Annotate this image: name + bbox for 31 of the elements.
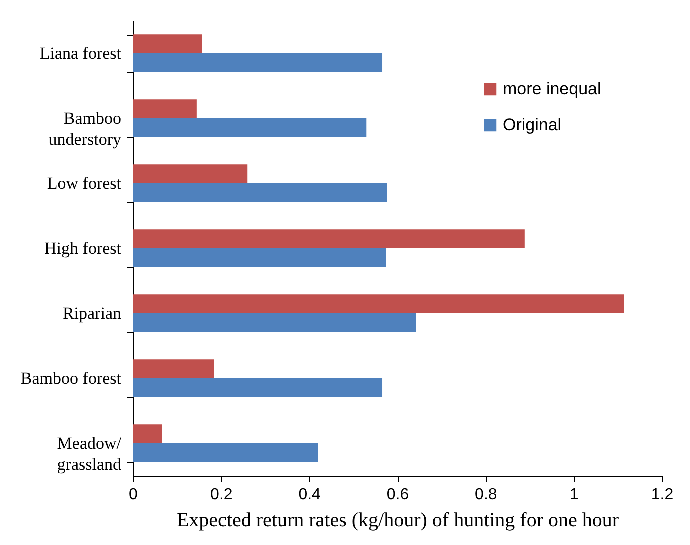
legend-label: more inequal (503, 80, 602, 98)
bar (133, 230, 525, 248)
legend-label: Original (503, 116, 562, 134)
x-tick-label: 0.6 (386, 486, 410, 504)
bar (133, 164, 248, 184)
bar (133, 34, 202, 54)
x-tick-label: 0 (129, 486, 138, 504)
x-tick-label: 0.2 (210, 486, 233, 504)
bar (133, 118, 367, 138)
x-tick-label: 1.2 (651, 486, 674, 504)
y-tick-label: Bamboo understory (48, 109, 122, 149)
bar (133, 360, 214, 378)
x-tick-label: 1 (570, 486, 579, 504)
bar (133, 54, 383, 72)
bar (133, 444, 318, 462)
y-tick-label: Bamboo forest (20, 369, 122, 388)
bar (133, 248, 386, 268)
bar (133, 184, 388, 202)
x-tick-label: 0.8 (475, 486, 498, 504)
bar (133, 100, 197, 118)
y-tick-label: Meadow/ grassland (57, 434, 122, 474)
y-tick-label: Riparian (62, 304, 122, 323)
bar (133, 424, 162, 444)
y-tick-label: Low forest (47, 174, 122, 193)
y-tick-label: High forest (44, 239, 122, 258)
bar (133, 314, 416, 332)
x-axis-title: Expected return rates (kg/hour) of hunting for one hour (176, 510, 620, 532)
bar (133, 378, 383, 398)
x-tick-label: 0.4 (298, 486, 322, 504)
y-tick-label: Liana forest (40, 44, 122, 63)
bar (133, 294, 624, 314)
